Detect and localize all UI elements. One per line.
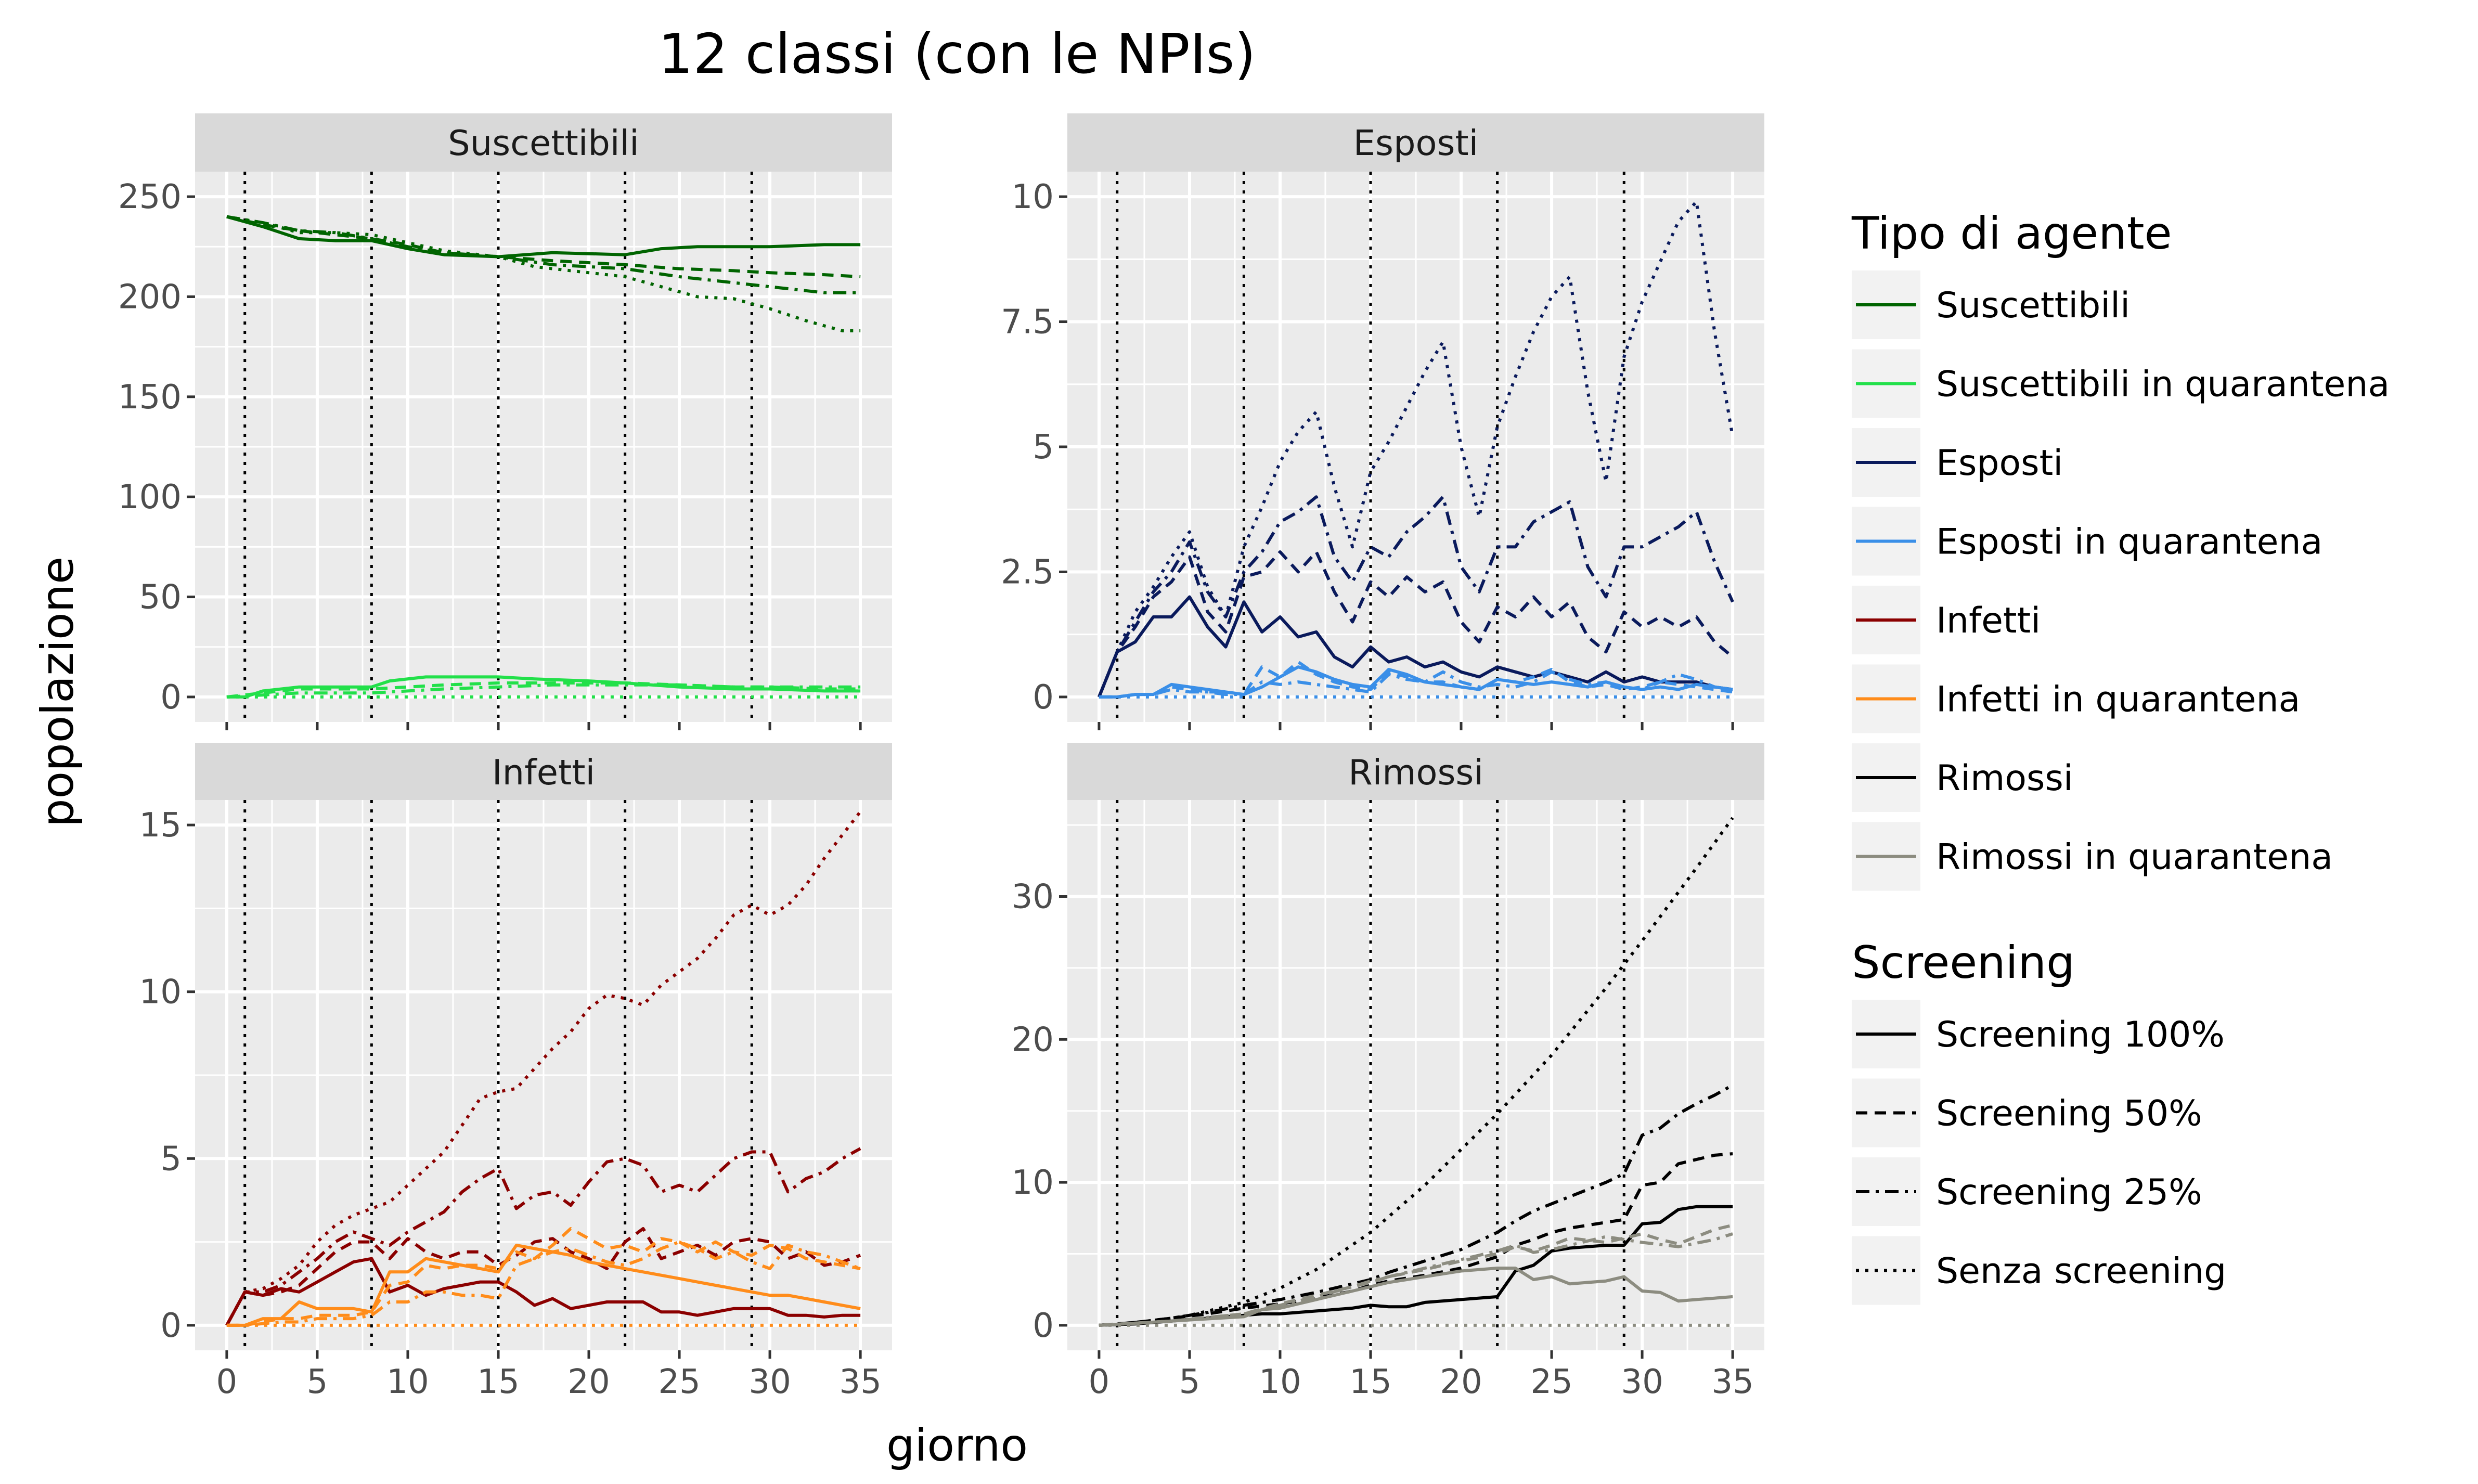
x-tick-label: 5 xyxy=(307,1363,328,1401)
series-line-infetti-in-quarantena-screening-25 xyxy=(226,1240,861,1327)
panel-rimossi: Rimossi 0 10 20 30 0 5 10 15 20 25 30 35 xyxy=(1012,743,1764,1401)
x-tick-label: 0 xyxy=(1089,1363,1110,1401)
strip-background xyxy=(195,113,892,172)
y-tick-label: 10 xyxy=(139,973,182,1012)
x-tick-label: 20 xyxy=(1440,1363,1482,1401)
series-line-esposti-senza-screening xyxy=(1098,200,1735,698)
y-tick-label: 10 xyxy=(1012,1164,1054,1202)
legend-label: Rimossi xyxy=(1936,758,2073,799)
legend-label: Esposti xyxy=(1936,443,2063,484)
legend-label: Infetti xyxy=(1936,600,2041,641)
x-tick-label: 10 xyxy=(1259,1363,1301,1401)
y-tick-label: 5 xyxy=(1032,428,1054,467)
strip-background xyxy=(1067,113,1764,172)
legend-item-suscettibili-in-quarantena: Suscettibili in quarantena xyxy=(1852,349,2390,418)
series-line-rimossi-screening-25 xyxy=(1099,1083,1734,1327)
y-axis-title: popolazione xyxy=(32,557,84,827)
legend-title-agent: Tipo di agente xyxy=(1851,208,2172,260)
series-line-suscettibili-in-quarantena-screening-25 xyxy=(226,683,861,699)
x-tick-label: 25 xyxy=(658,1363,700,1401)
strip-label: Rimossi xyxy=(1348,752,1483,793)
legend-label: Screening 25% xyxy=(1936,1172,2202,1213)
legend: Tipo di agente Suscettibili Suscettibili i… xyxy=(1851,208,2390,1305)
series-line-infetti-screening-25 xyxy=(225,1147,861,1326)
legend-label: Infetti in quarantena xyxy=(1936,679,2300,720)
x-tick-label: 10 xyxy=(386,1363,429,1401)
x-tick-label: 30 xyxy=(748,1363,791,1401)
y-tick-label: 15 xyxy=(139,806,182,845)
legend-label: Rimossi in quarantena xyxy=(1936,837,2333,878)
series-line-suscettibili-screening-100 xyxy=(226,215,861,259)
x-tick-label: 5 xyxy=(1179,1363,1201,1401)
legend-label: Senza screening xyxy=(1936,1251,2226,1292)
legend-item-screening-50: Screening 50% xyxy=(1852,1078,2202,1147)
x-tick-label: 35 xyxy=(839,1363,881,1401)
series-line-suscettibili-senza-screening xyxy=(226,215,861,332)
legend-item-screening-25: Screening 25% xyxy=(1852,1157,2202,1226)
panel-area: Suscettibili050100150200250Esposti02.557… xyxy=(118,113,1764,1401)
legend-item-rimossi-in-quarantena: Rimossi in quarantena xyxy=(1852,822,2333,891)
legend-title-screening: Screening xyxy=(1852,937,2075,989)
series-line-infetti-screening-50 xyxy=(225,1227,861,1326)
series-line-esposti-screening-100 xyxy=(1098,595,1733,698)
series-line-esposti-screening-25 xyxy=(1098,495,1734,698)
legend-item-esposti-in-quarantena: Esposti in quarantena xyxy=(1852,507,2322,576)
legend-item-suscettibili: Suscettibili xyxy=(1852,270,2130,339)
panel-suscettibili: Suscettibili 0 50 100 150 200 250 xyxy=(118,113,892,730)
x-tick-label: 15 xyxy=(1349,1363,1391,1401)
series-line-esposti-in-quarantena-screening-25 xyxy=(1099,670,1733,699)
legend-label: Suscettibili in quarantena xyxy=(1936,364,2390,405)
y-tick-label: 250 xyxy=(118,178,182,216)
series-line-esposti-screening-50 xyxy=(1098,550,1734,698)
chart-title: 12 classi (con le NPIs) xyxy=(659,22,1256,86)
y-tick-label: 10 xyxy=(1012,178,1054,216)
series-line-suscettibili-in-quarantena-screening-50 xyxy=(226,681,861,699)
strip-background xyxy=(195,743,892,801)
y-tick-label: 0 xyxy=(160,678,182,717)
x-axis-title: giorno xyxy=(886,1420,1028,1472)
strip-label: Esposti xyxy=(1353,123,1479,163)
legend-label: Screening 100% xyxy=(1936,1014,2225,1055)
y-tick-label: 30 xyxy=(1012,878,1054,916)
x-tick-label: 0 xyxy=(216,1363,238,1401)
series-line-infetti-screening-100 xyxy=(225,1257,861,1326)
panel-esposti: Esposti 0 2.5 5 7.5 10 xyxy=(1001,113,1764,730)
series-line-suscettibili-screening-25 xyxy=(226,215,861,294)
series-line-infetti-in-quarantena-screening-100 xyxy=(226,1244,861,1327)
y-tick-label: 150 xyxy=(118,378,182,417)
legend-label: Suscettibili xyxy=(1936,285,2130,326)
legend-item-screening-100: Screening 100% xyxy=(1852,1000,2225,1068)
series-line-rimossi-in-quarantena-screening-25 xyxy=(1099,1232,1734,1327)
legend-item-infetti-in-quarantena: Infetti in quarantena xyxy=(1852,664,2300,733)
legend-item-esposti: Esposti xyxy=(1852,428,2063,497)
y-tick-label: 50 xyxy=(139,578,182,617)
series-line-suscettibili-in-quarantena-screening-100 xyxy=(226,675,861,699)
legend-label: Esposti in quarantena xyxy=(1936,522,2322,563)
x-tick-label: 15 xyxy=(477,1363,519,1401)
strip-label: Suscettibili xyxy=(448,123,639,163)
x-tick-label: 25 xyxy=(1530,1363,1572,1401)
legend-item-rimossi: Rimossi xyxy=(1852,743,2073,812)
y-tick-label: 0 xyxy=(1032,678,1054,717)
y-tick-label: 200 xyxy=(118,278,182,316)
legend-item-senza-screening: Senza screening xyxy=(1852,1236,2226,1305)
y-tick-label: 5 xyxy=(160,1140,182,1178)
legend-label: Screening 50% xyxy=(1936,1093,2202,1134)
series-line-infetti-in-quarantena-screening-50 xyxy=(226,1227,861,1327)
strip-label: Infetti xyxy=(492,752,595,793)
x-tick-label: 35 xyxy=(1711,1363,1753,1401)
x-tick-label: 30 xyxy=(1621,1363,1663,1401)
panel-infetti: Infetti 0 5 10 15 0 5 10 15 20 25 30 35 xyxy=(139,743,892,1401)
legend-item-infetti: Infetti xyxy=(1852,586,2041,654)
y-tick-label: 0 xyxy=(160,1307,182,1345)
y-tick-label: 2.5 xyxy=(1001,553,1054,591)
series-line-rimossi-in-quarantena-screening-100 xyxy=(1099,1267,1733,1327)
y-tick-label: 0 xyxy=(1032,1307,1054,1345)
strip-background xyxy=(1067,743,1764,801)
y-tick-label: 100 xyxy=(118,478,182,517)
y-tick-label: 7.5 xyxy=(1001,303,1054,342)
x-tick-label: 20 xyxy=(567,1363,610,1401)
y-tick-label: 20 xyxy=(1012,1021,1054,1059)
